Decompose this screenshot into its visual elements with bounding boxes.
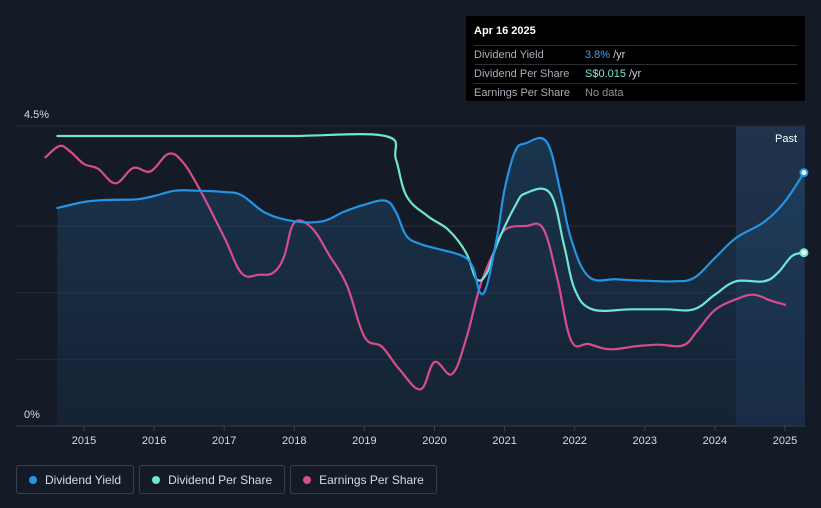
x-axis: 2015 2016 2017 2018 2019 2020 2021 2022 2023 2024… xyxy=(72,426,797,447)
tooltip-row-earnings-per-share: Earnings Per Share No data xyxy=(474,83,797,102)
x-tick-label: 2019 xyxy=(352,435,376,447)
series-lines xyxy=(44,133,809,391)
y-axis: 4.5% 0% xyxy=(24,109,49,421)
x-tick-label: 2016 xyxy=(142,435,166,447)
legend-label: Dividend Per Share xyxy=(168,472,273,487)
x-tick-label: 2024 xyxy=(703,435,727,447)
dividend-per-share-line xyxy=(56,133,805,312)
x-tick-label: 2015 xyxy=(72,435,96,447)
tooltip-unit: /yr xyxy=(628,68,642,80)
legend-dot-icon xyxy=(152,475,161,484)
past-label: Past xyxy=(775,133,797,145)
x-tick-label: 2018 xyxy=(282,435,306,447)
x-tick-label: 2017 xyxy=(212,435,236,447)
legend-item-earnings-per-share[interactable]: Earnings Per Share xyxy=(290,465,437,494)
dividend-yield-line xyxy=(56,136,805,296)
tooltip: Apr 16 2025 Dividend Yield 3.8%/yr Divid… xyxy=(466,16,805,101)
legend: Dividend Yield Dividend Per Share Earnin… xyxy=(16,465,437,494)
x-tick-label: 2025 xyxy=(773,435,797,447)
legend-item-dividend-yield[interactable]: Dividend Yield xyxy=(16,465,135,494)
tooltip-row-dividend-yield: Dividend Yield 3.8%/yr xyxy=(474,45,797,64)
x-tick-label: 2020 xyxy=(422,435,446,447)
tooltip-unit: /yr xyxy=(613,49,626,61)
legend-label: Dividend Yield xyxy=(45,472,122,487)
y-tick-label: 0% xyxy=(24,409,40,421)
tooltip-row-dividend-per-share: Dividend Per Share S$0.015/yr xyxy=(474,64,797,83)
dividend-yield-end-marker xyxy=(799,168,809,178)
tooltip-value: No data xyxy=(585,87,624,99)
tooltip-date: Apr 16 2025 xyxy=(474,25,536,37)
x-tick-label: 2022 xyxy=(562,435,586,447)
dividend-yield-area xyxy=(57,138,804,427)
y-tick-label: 4.5% xyxy=(24,109,49,121)
tooltip-value: S$0.015 xyxy=(585,68,626,80)
legend-dot-icon xyxy=(29,475,37,484)
earnings-per-share-line xyxy=(44,144,787,391)
legend-label: Earnings Per Share xyxy=(319,472,424,487)
dividend-per-share-end-marker xyxy=(799,248,809,258)
x-tick-label: 2021 xyxy=(492,435,516,447)
tooltip-label: Dividend Per Share xyxy=(474,68,570,80)
tooltip-value: 3.8% xyxy=(585,49,611,61)
tooltip-label: Dividend Yield xyxy=(474,49,544,61)
x-tick-label: 2023 xyxy=(633,435,657,447)
tooltip-label: Earnings Per Share xyxy=(474,87,570,99)
legend-dot-icon xyxy=(303,475,312,484)
legend-item-dividend-per-share[interactable]: Dividend Per Share xyxy=(139,465,286,494)
